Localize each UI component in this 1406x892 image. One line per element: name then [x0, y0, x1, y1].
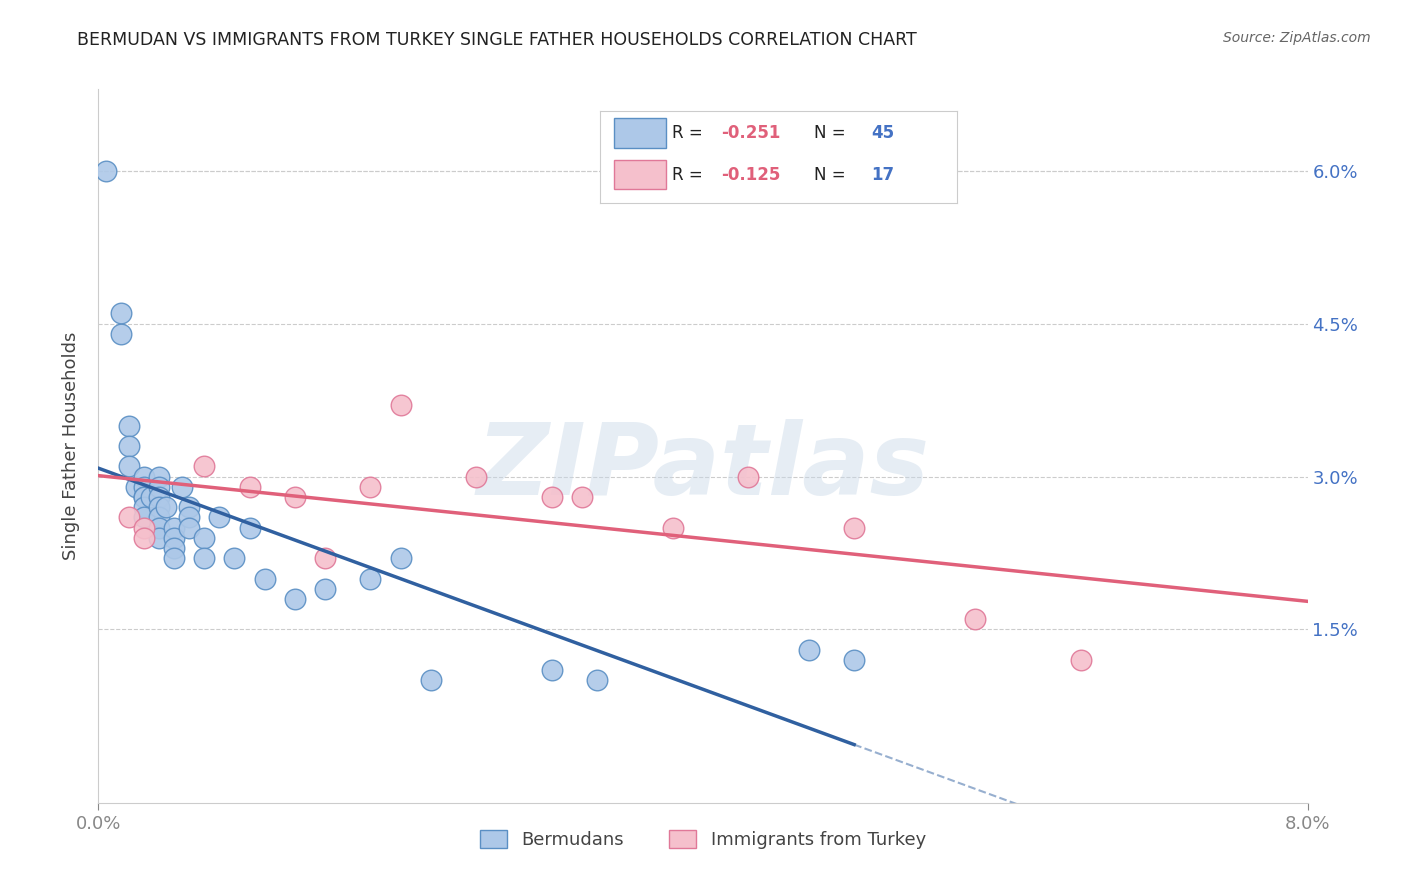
Point [239, 480, 262, 494]
Point [148, 510, 170, 524]
Point [540, 490, 562, 504]
Point [148, 490, 170, 504]
Point [571, 490, 593, 504]
Point [661, 520, 683, 534]
Point [163, 541, 186, 555]
Point [132, 531, 155, 545]
Legend: Bermudans, Immigrants from Turkey: Bermudans, Immigrants from Turkey [471, 821, 935, 858]
Point [844, 653, 866, 667]
Point [132, 500, 155, 515]
Point [148, 480, 170, 494]
Point [224, 551, 246, 566]
Point [132, 520, 155, 534]
Point [737, 469, 759, 483]
Point [586, 673, 609, 688]
Point [284, 490, 307, 504]
Point [163, 531, 186, 545]
Point [170, 480, 193, 494]
Point [314, 582, 336, 596]
Point [163, 551, 186, 566]
Point [239, 520, 262, 534]
Point [132, 480, 155, 494]
Point [179, 500, 201, 515]
Point [360, 480, 382, 494]
Point [132, 490, 155, 504]
Point [118, 439, 141, 453]
Point [540, 663, 562, 677]
Point [155, 500, 177, 515]
Point [389, 398, 412, 412]
Point [125, 480, 148, 494]
Point [163, 520, 186, 534]
Point [148, 469, 170, 483]
Point [360, 572, 382, 586]
Text: ZIPatlas: ZIPatlas [477, 419, 929, 516]
Point [110, 326, 132, 341]
Point [148, 531, 170, 545]
Text: Source: ZipAtlas.com: Source: ZipAtlas.com [1223, 31, 1371, 45]
Point [965, 612, 987, 626]
Point [389, 551, 412, 566]
Point [141, 490, 163, 504]
Point [118, 510, 141, 524]
Point [797, 643, 820, 657]
Point [193, 459, 215, 474]
Point [420, 673, 443, 688]
Point [118, 459, 141, 474]
Point [148, 520, 170, 534]
Point [193, 531, 215, 545]
Point [179, 510, 201, 524]
Point [1070, 653, 1092, 667]
Point [253, 572, 276, 586]
Point [193, 551, 215, 566]
Point [208, 510, 231, 524]
Point [314, 551, 336, 566]
Point [132, 510, 155, 524]
Point [94, 163, 117, 178]
Point [148, 500, 170, 515]
Point [132, 490, 155, 504]
Point [844, 520, 866, 534]
Point [284, 591, 307, 606]
Point [110, 306, 132, 320]
Point [118, 418, 141, 433]
Text: BERMUDAN VS IMMIGRANTS FROM TURKEY SINGLE FATHER HOUSEHOLDS CORRELATION CHART: BERMUDAN VS IMMIGRANTS FROM TURKEY SINGL… [77, 31, 917, 49]
Point [465, 469, 488, 483]
Point [179, 520, 201, 534]
Point [132, 469, 155, 483]
Y-axis label: Single Father Households: Single Father Households [62, 332, 80, 560]
